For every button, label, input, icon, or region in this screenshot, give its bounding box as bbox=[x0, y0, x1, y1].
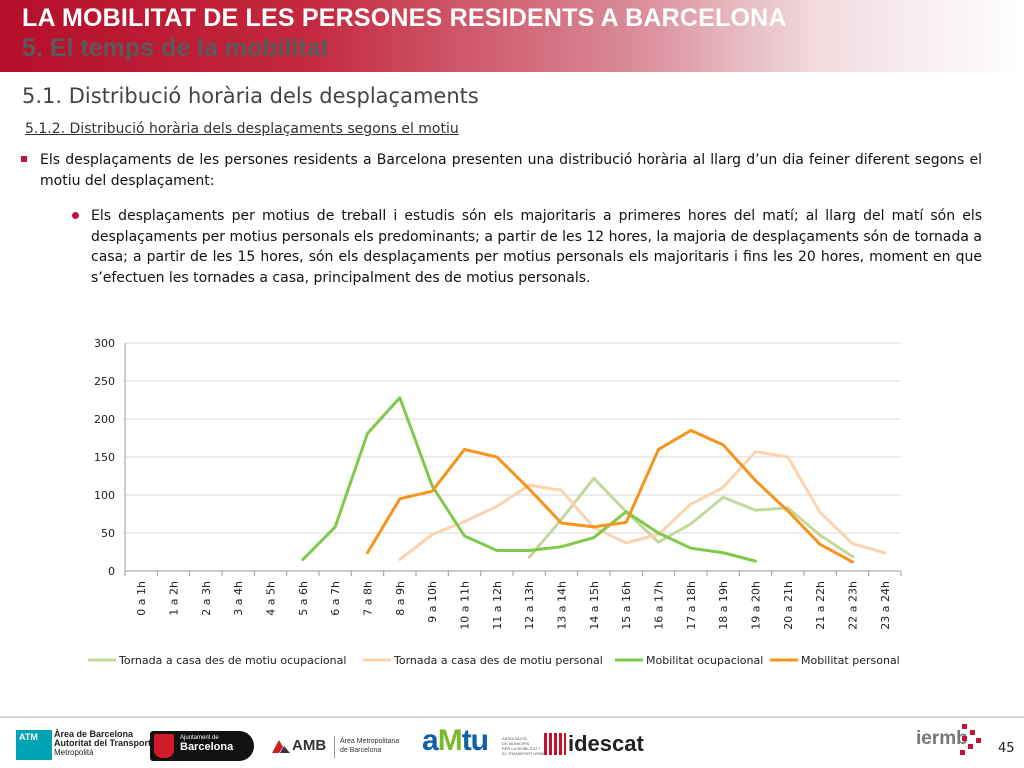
amtu-name: aMtu bbox=[422, 724, 489, 758]
x-tick-label: 9 a 10h bbox=[426, 581, 439, 623]
iermb-logo: iermb bbox=[912, 722, 986, 758]
x-tick-label: 4 a 5h bbox=[265, 581, 278, 616]
atm-logo: ATM Àrea de Barcelona Autoritat del Tran… bbox=[16, 728, 151, 762]
barcelona-logo: Ajuntament de Barcelona bbox=[150, 731, 254, 761]
x-tick-label: 21 a 22h bbox=[814, 581, 827, 630]
bcn-big: Barcelona bbox=[180, 741, 234, 753]
iermb-name: iermb bbox=[916, 728, 968, 749]
series-line bbox=[301, 396, 757, 563]
x-tick-label: 11 a 12h bbox=[491, 581, 504, 630]
idescat-stripes-icon bbox=[544, 733, 566, 755]
amtu-logo: aMtu ASSOCIACIÓ DE MUNICIPIS PER LA MOBI… bbox=[420, 724, 545, 764]
x-tick-label: 15 a 16h bbox=[620, 581, 633, 630]
amb-fullname: Àrea Metropolitana de Barcelona bbox=[340, 737, 399, 755]
x-tick-label: 12 a 13h bbox=[523, 581, 536, 630]
x-tick-label: 8 a 9h bbox=[394, 581, 407, 616]
shield-icon bbox=[154, 734, 174, 758]
amb-mark-icon bbox=[272, 740, 290, 753]
x-tick-label: 14 a 15h bbox=[588, 581, 601, 630]
iermb-square-icon bbox=[970, 730, 975, 735]
amb-logo: AMB Àrea Metropolitana de Barcelona bbox=[272, 734, 402, 760]
idescat-name: idescat bbox=[568, 731, 644, 756]
atm-line3: Metropolità bbox=[54, 748, 94, 757]
x-tick-label: 23 a 24h bbox=[879, 581, 892, 630]
atm-line2: Autoritat del Transport bbox=[54, 738, 152, 748]
bullet-main: Els desplaçaments de les persones reside… bbox=[20, 150, 982, 192]
footer-divider bbox=[0, 716, 1024, 718]
atm-line1: Àrea de Barcelona bbox=[54, 729, 134, 739]
y-tick-label: 50 bbox=[101, 527, 115, 540]
series-line bbox=[527, 476, 854, 559]
x-tick-label: 7 a 8h bbox=[362, 581, 375, 616]
amtu-tu: tu bbox=[461, 724, 489, 757]
x-tick-label: 6 a 7h bbox=[329, 581, 342, 616]
iermb-square-icon bbox=[962, 736, 967, 741]
iermb-square-icon bbox=[962, 724, 967, 729]
header-title: LA MOBILITAT DE LES PERSONES RESIDENTS A… bbox=[22, 4, 787, 32]
amtu-sub3: PER LA MOBILITAT I bbox=[502, 746, 540, 751]
legend-label: Mobilitat ocupacional bbox=[646, 654, 763, 667]
x-tick-label: 17 a 18h bbox=[685, 581, 698, 630]
header-banner: LA MOBILITAT DE LES PERSONES RESIDENTS A… bbox=[0, 0, 1024, 72]
legend-label: Tornada a casa des de motiu personal bbox=[393, 654, 603, 667]
amb-line2: de Barcelona bbox=[340, 747, 382, 754]
amb-line1: Àrea Metropolitana bbox=[340, 738, 400, 745]
x-tick-label: 1 a 2h bbox=[168, 581, 181, 616]
x-tick-label: 19 a 20h bbox=[750, 581, 763, 630]
x-tick-label: 5 a 6h bbox=[297, 581, 310, 616]
amtu-sub4: EL TRANSPORT URBÀ bbox=[502, 751, 545, 756]
bullet-sub-text: Els desplaçaments per motius de treball … bbox=[91, 208, 982, 286]
idescat-logo: idescat bbox=[544, 731, 648, 759]
barcelona-text: Ajuntament de Barcelona bbox=[180, 735, 233, 753]
amtu-sub1: ASSOCIACIÓ bbox=[502, 736, 527, 741]
iermb-square-icon bbox=[960, 750, 965, 755]
y-tick-label: 0 bbox=[108, 565, 115, 578]
x-tick-label: 0 a 1h bbox=[135, 581, 148, 616]
atm-badge: ATM bbox=[16, 730, 52, 760]
bullet-sub: Els desplaçaments per motius de treball … bbox=[72, 206, 982, 288]
x-tick-label: 18 a 19h bbox=[717, 581, 730, 630]
iermb-square-icon bbox=[968, 744, 973, 749]
amb-separator bbox=[334, 736, 335, 758]
series-line bbox=[398, 450, 887, 562]
header-subtitle: 5. El temps de la mobilitat bbox=[22, 34, 330, 62]
legend-label: Mobilitat personal bbox=[801, 654, 900, 667]
x-tick-label: 2 a 3h bbox=[200, 581, 213, 616]
x-tick-label: 13 a 14h bbox=[556, 581, 569, 630]
x-tick-label: 3 a 4h bbox=[232, 581, 245, 616]
amb-name: AMB bbox=[292, 737, 327, 754]
bcn-small: Ajuntament de bbox=[180, 735, 219, 741]
x-tick-label: 20 a 21h bbox=[782, 581, 795, 630]
page-number: 45 bbox=[998, 741, 1015, 756]
x-tick-label: 10 a 11h bbox=[459, 581, 472, 630]
subsection-title: 5.1.2. Distribució horària dels desplaça… bbox=[25, 121, 459, 137]
atm-text: Àrea de Barcelona Autoritat del Transpor… bbox=[54, 729, 152, 758]
series-line bbox=[366, 428, 854, 564]
y-tick-label: 300 bbox=[94, 337, 115, 350]
bullet-main-text: Els desplaçaments de les persones reside… bbox=[40, 152, 982, 189]
y-tick-label: 100 bbox=[94, 489, 115, 502]
legend-label: Tornada a casa des de motiu ocupacional bbox=[118, 654, 346, 667]
x-tick-label: 22 a 23h bbox=[847, 581, 860, 630]
amtu-subtitle: ASSOCIACIÓ DE MUNICIPIS PER LA MOBILITAT… bbox=[502, 736, 545, 756]
round-bullet-icon bbox=[72, 212, 79, 219]
y-tick-label: 250 bbox=[94, 375, 115, 388]
iermb-square-icon bbox=[976, 738, 981, 743]
y-tick-label: 150 bbox=[94, 451, 115, 464]
hourly-trips-chart: 0 50 100 150 200 250 300 0 a 1h 1 a 2h 2 a 3h 3 a … bbox=[88, 337, 902, 667]
x-tick-label: 16 a 17h bbox=[653, 581, 666, 630]
amtu-sub2: DE MUNICIPIS bbox=[502, 741, 530, 746]
amtu-m: M bbox=[437, 724, 463, 757]
y-tick-label: 200 bbox=[94, 413, 115, 426]
square-bullet-icon bbox=[21, 156, 27, 162]
section-title: 5.1. Distribució horària dels desplaçame… bbox=[22, 84, 479, 108]
amtu-a: a bbox=[422, 724, 439, 757]
